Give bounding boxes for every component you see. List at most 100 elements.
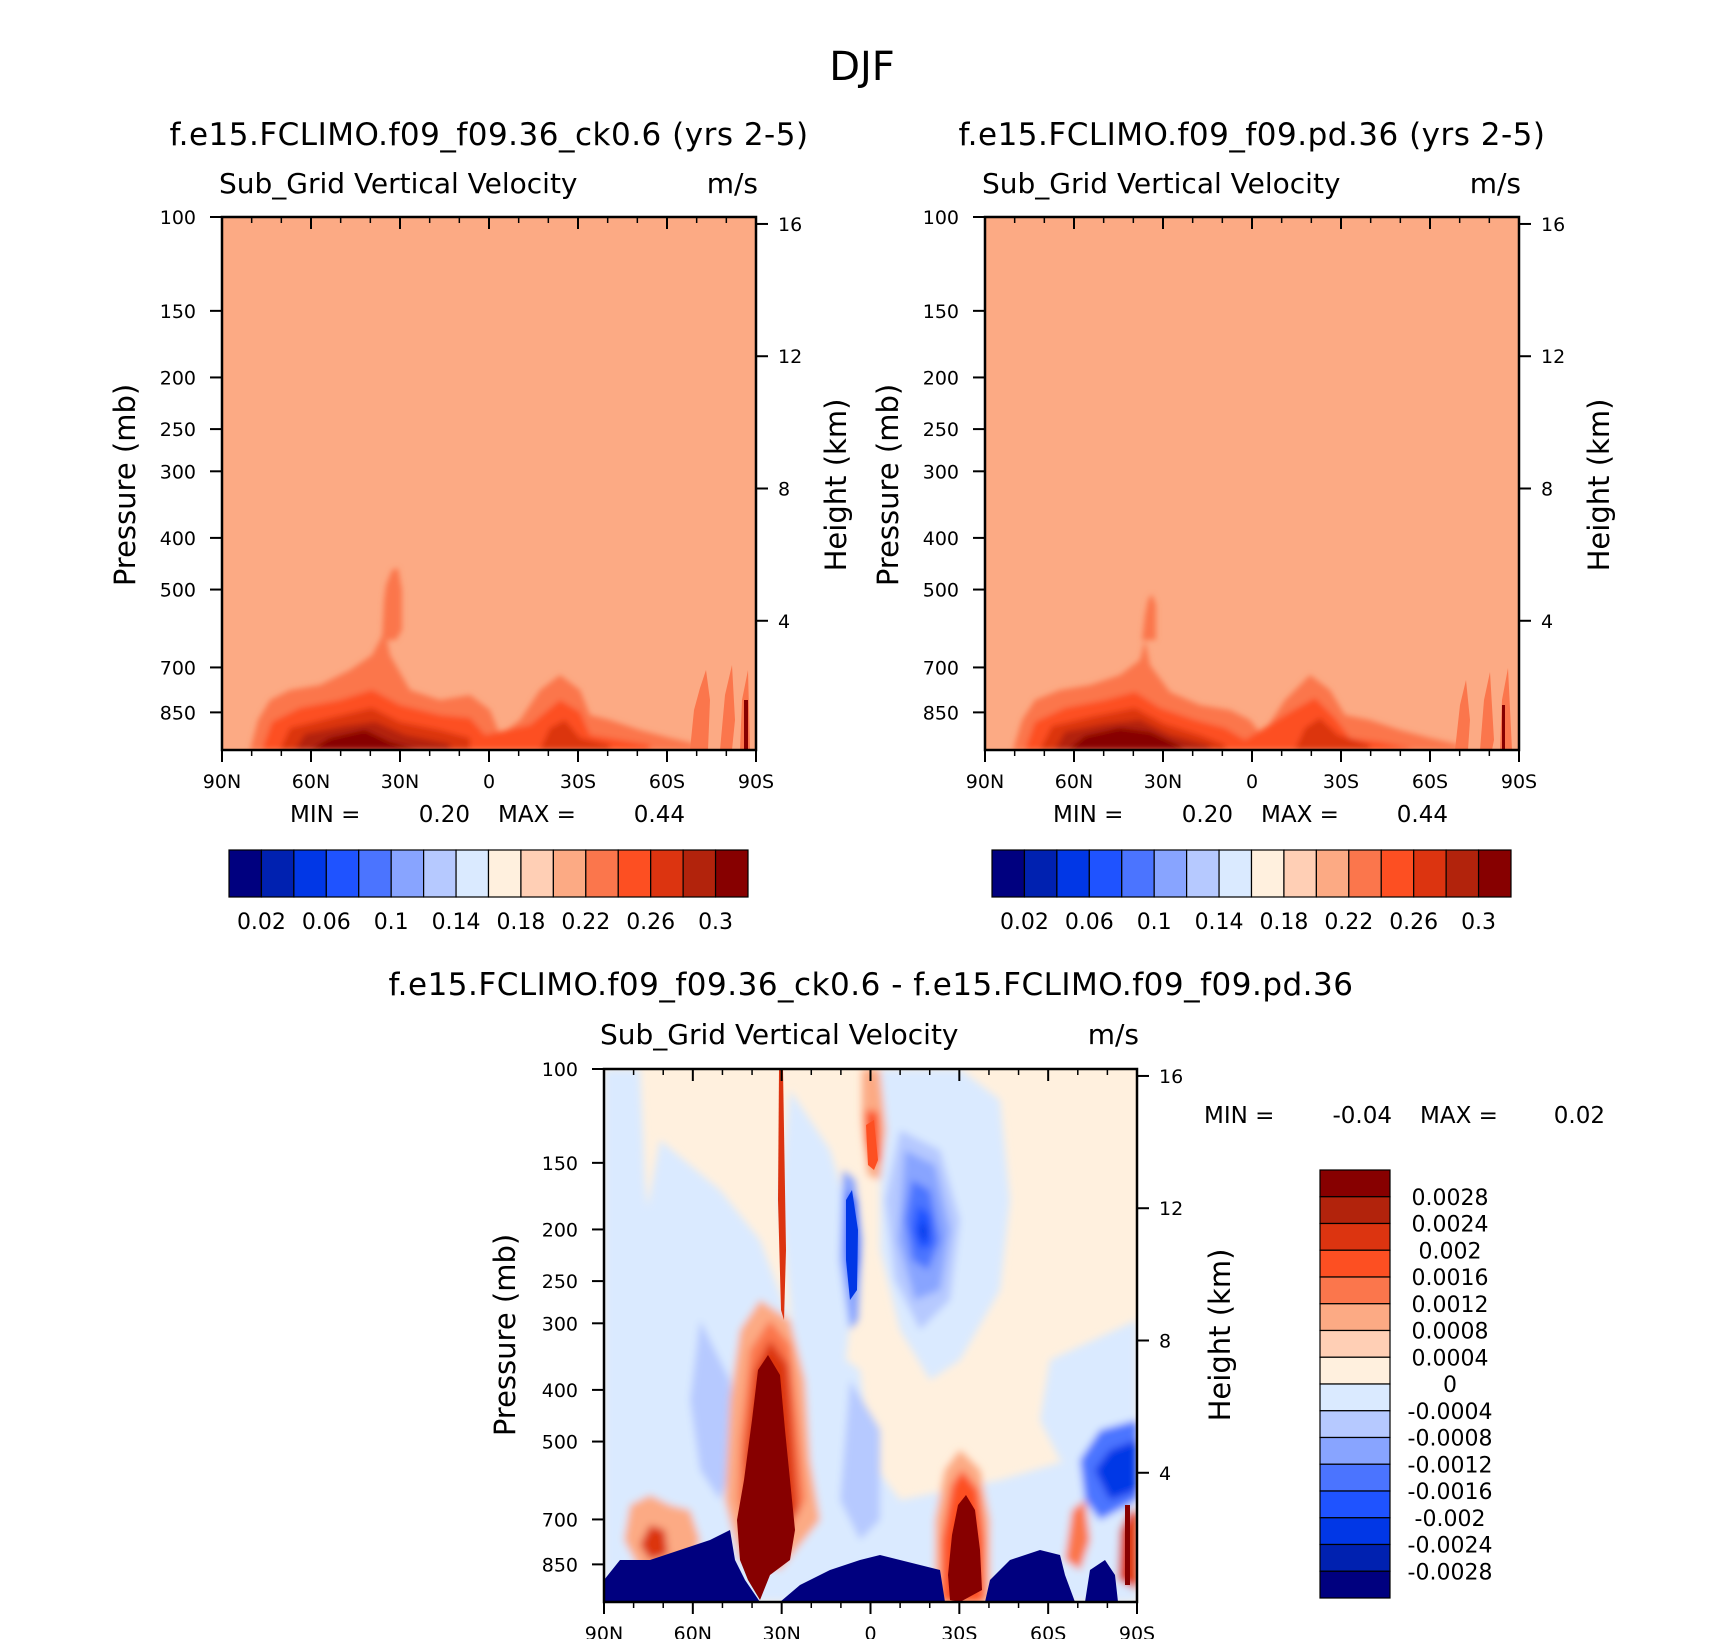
colorbar-label: 0.3 <box>698 910 733 935</box>
panel-c-blue-core-4 <box>920 1222 928 1240</box>
panel-b-units: m/s <box>1470 167 1521 200</box>
x-tick-label: 90S <box>738 771 774 793</box>
x-tick-label: 60N <box>1055 771 1093 793</box>
colorbar-swatch <box>260 849 295 898</box>
colorbar-label: 0.0024 <box>1412 1213 1489 1238</box>
colorbar-swatch <box>1319 1276 1391 1305</box>
x-tick-label: 30N <box>381 771 419 793</box>
x-tick-label: 60N <box>674 1623 712 1639</box>
x-tick-label: 30S <box>560 771 596 793</box>
panel-a-y-axis-label: Pressure (mb) <box>108 384 142 586</box>
panel-b-min-label: MIN = <box>1053 802 1123 828</box>
panel-a-min-label: MIN = <box>290 802 360 828</box>
colorbar-label: 0.18 <box>496 910 545 935</box>
panel-c-red-polar-strip <box>1125 1505 1130 1585</box>
x-tick-label: 60S <box>1412 771 1448 793</box>
colorbar-swatch <box>1348 849 1382 898</box>
colorbar-swatch <box>1088 849 1123 898</box>
x-tick-label: 0 <box>864 1623 876 1639</box>
colorbar-swatch <box>1319 1490 1391 1519</box>
y-tick-label: 200 <box>923 367 959 389</box>
colorbar-label: -0.0028 <box>1408 1560 1493 1585</box>
colorbar-swatch <box>1319 1543 1391 1572</box>
colorbar-swatch <box>423 849 457 898</box>
panel-b-y-axis-label-right: Height (km) <box>1582 399 1616 572</box>
y-tick-label: 100 <box>160 207 196 229</box>
colorbar-label: 0.22 <box>561 910 610 935</box>
colorbar-swatch <box>1153 849 1188 898</box>
colorbar-swatch <box>552 849 587 898</box>
x-tick-label: 90N <box>203 771 241 793</box>
y-right-tick-label: 4 <box>778 611 790 633</box>
x-tick-label: 60S <box>649 771 685 793</box>
colorbar-label: 0.3 <box>1461 910 1496 935</box>
y-right-tick-label: 12 <box>1541 346 1565 368</box>
colorbar-label: -0.0016 <box>1408 1480 1493 1505</box>
colorbar-label: 0.26 <box>1389 910 1438 935</box>
y-right-tick-label: 12 <box>1159 1198 1183 1220</box>
colorbar-swatch <box>1477 849 1512 898</box>
panel-a-contour-0-38 <box>310 730 420 750</box>
y-tick-label: 400 <box>542 1380 578 1402</box>
y-tick-label: 500 <box>923 580 959 602</box>
colorbar-swatch <box>1319 1169 1391 1198</box>
panel-c-min-value: -0.04 <box>1332 1103 1392 1129</box>
y-right-tick-label: 8 <box>1159 1330 1171 1352</box>
panel-b-stats: MIN = 0.20 MAX = 0.44 <box>1053 802 1448 828</box>
colorbar-label: -0.0008 <box>1408 1427 1493 1452</box>
x-tick-label: 30N <box>1144 771 1182 793</box>
colorbar-swatch <box>1319 1303 1391 1332</box>
panel-a-plot <box>222 217 756 750</box>
colorbar-label: 0.22 <box>1324 910 1373 935</box>
panel-b-contour-0-38 <box>1068 728 1185 750</box>
panel-b-subtitle: Sub_Grid Vertical Velocity <box>982 167 1341 200</box>
panel-a-colorbar: 0.02 0.06 0.1 0.14 0.18 0.22 0.26 0.3 <box>228 849 749 935</box>
x-tick-label: 60S <box>1030 1623 1066 1639</box>
panel-c-y-axis-label: Pressure (mb) <box>488 1234 522 1436</box>
panel-c-light-blue-region-3 <box>780 1090 850 1500</box>
colorbar-swatch <box>585 849 619 898</box>
panel-b-background-field <box>985 217 1519 750</box>
colorbar-swatch <box>325 849 360 898</box>
x-tick-label: 30S <box>941 1623 977 1639</box>
colorbar-label: -0.0004 <box>1408 1400 1493 1425</box>
colorbar-swatch <box>390 849 425 898</box>
panel-c-red-column-30s-core <box>948 1495 982 1602</box>
colorbar-swatch <box>1319 1570 1391 1599</box>
x-tick-label: 0 <box>1246 771 1258 793</box>
panel-c-subtitle: Sub_Grid Vertical Velocity <box>600 1018 959 1051</box>
y-tick-label: 500 <box>160 580 196 602</box>
panel-c-red-polar-1 <box>1065 1500 1090 1570</box>
y-right-tick-label: 8 <box>1541 478 1553 500</box>
colorbar-swatch <box>1056 849 1090 898</box>
panel-a-max-label: MAX = <box>498 802 576 828</box>
y-right-tick-label: 12 <box>778 346 802 368</box>
colorbar-swatch <box>455 849 490 898</box>
colorbar-label: -0.002 <box>1415 1507 1486 1532</box>
y-tick-label: 700 <box>542 1509 578 1531</box>
panel-b-streak-60s <box>1455 668 1512 750</box>
colorbar-swatch <box>1218 849 1253 898</box>
y-tick-label: 200 <box>160 367 196 389</box>
x-tick-label: 60N <box>292 771 330 793</box>
colorbar-label: 0.0016 <box>1412 1266 1489 1291</box>
colorbar-label: -0.0024 <box>1408 1534 1493 1559</box>
panel-a-max-value: 0.44 <box>634 802 685 828</box>
colorbar-swatch <box>1319 1517 1391 1546</box>
colorbar-label: 0.002 <box>1419 1239 1482 1264</box>
y-tick-label: 400 <box>160 528 196 550</box>
panel-c-red-column-30n-core <box>737 1355 795 1600</box>
y-tick-label: 200 <box>542 1219 578 1241</box>
colorbar-label: 0.1 <box>1137 910 1172 935</box>
colorbar-swatch <box>991 849 1026 898</box>
colorbar-swatch <box>358 849 392 898</box>
panel-a-y-axis-label-right: Height (km) <box>819 399 853 572</box>
colorbar-label: 0.14 <box>1195 910 1244 935</box>
colorbar-swatch <box>1380 849 1415 898</box>
x-tick-label: 90S <box>1501 771 1537 793</box>
colorbar-swatch <box>1319 1196 1391 1225</box>
panel-c-red-pocket-upper <box>866 1120 878 1170</box>
colorbar-swatch <box>682 849 717 898</box>
panel-c-plot <box>604 1069 1137 1602</box>
colorbar-swatch <box>293 849 327 898</box>
